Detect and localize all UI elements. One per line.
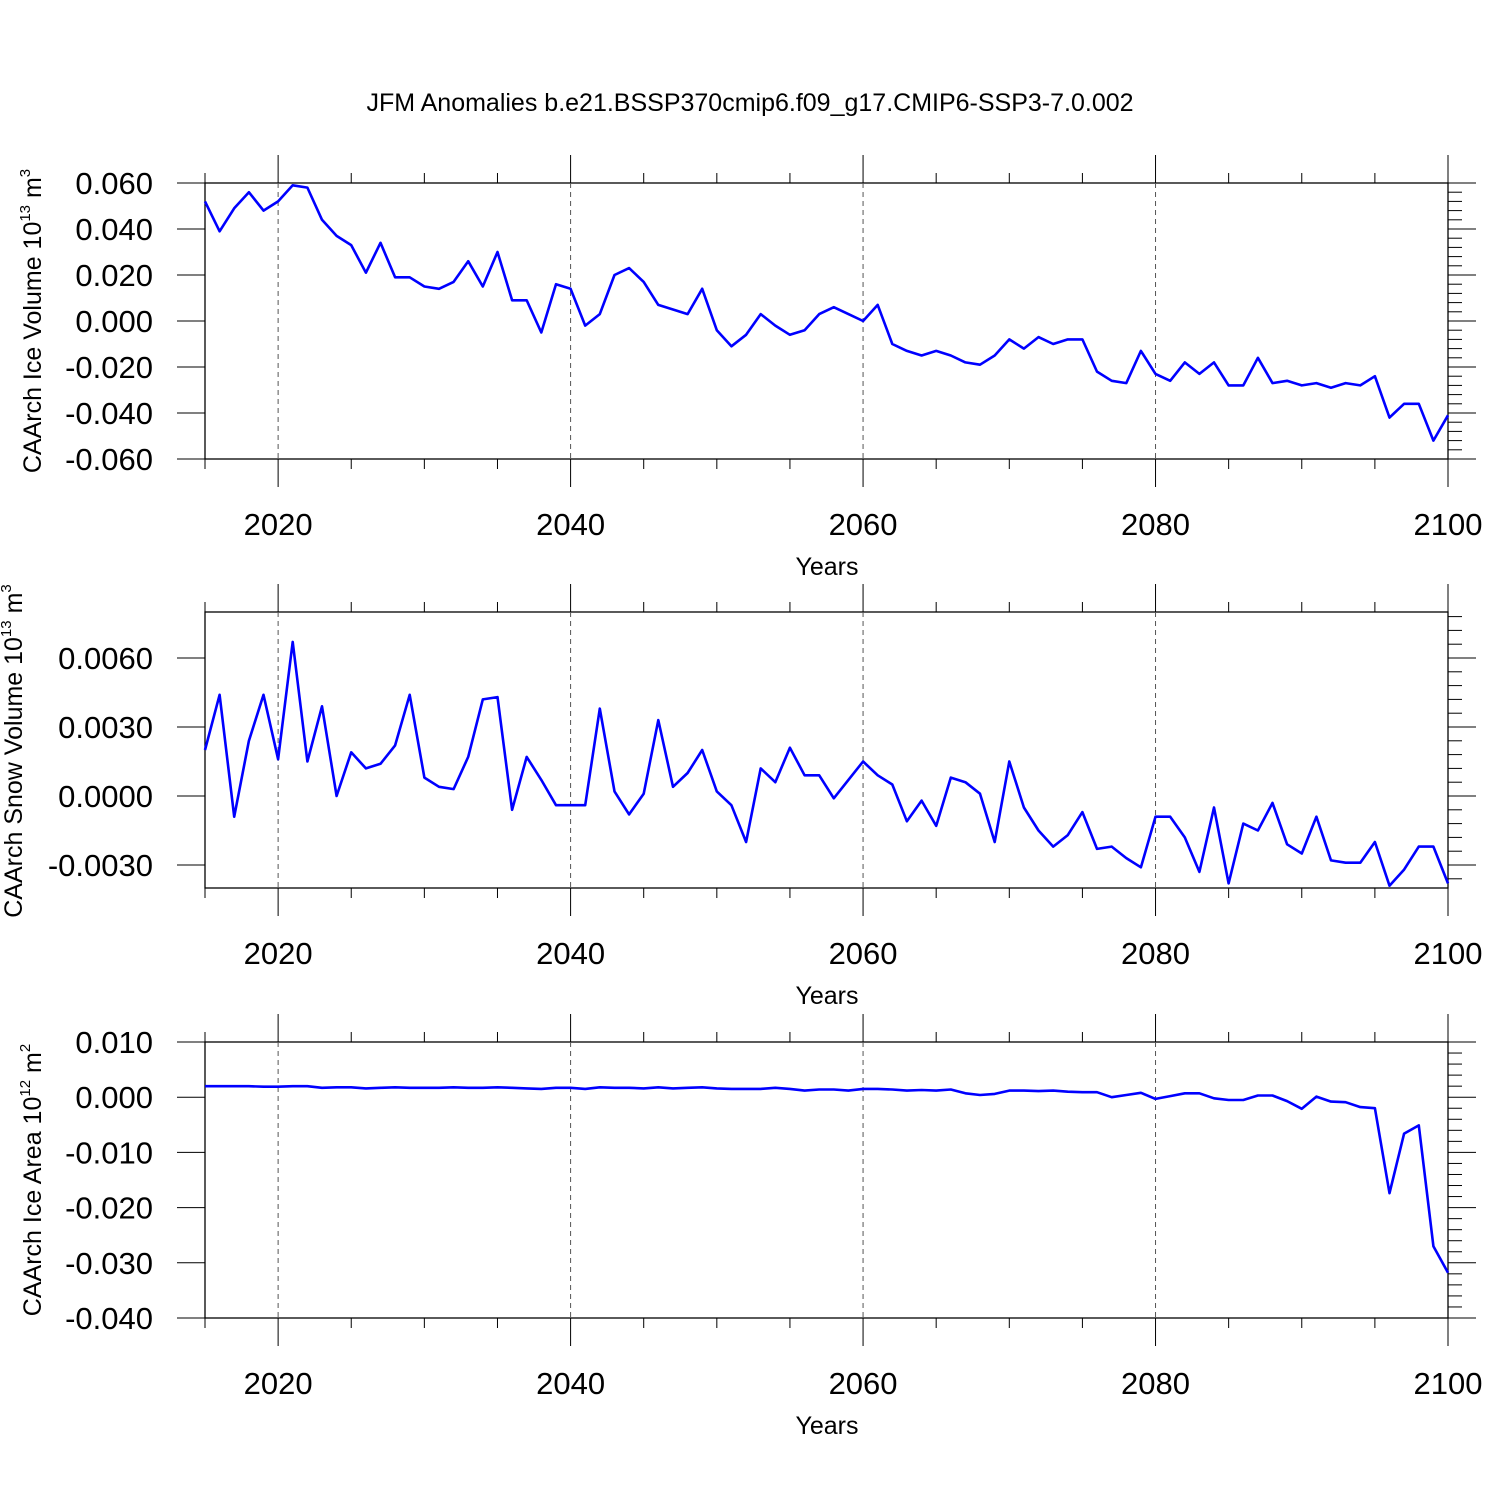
y-axis-label: CAArch Ice Area 1012 m2	[17, 1044, 47, 1316]
x-tick-label: 2040	[536, 936, 605, 971]
x-axis-label: Years	[795, 1412, 858, 1440]
y-tick-labels: 0.010 0.000 -0.010 -0.020 -0.030 -0.040	[65, 1025, 153, 1336]
plot-frame	[204, 182, 1449, 460]
y-tick-label: -0.040	[65, 396, 153, 431]
y-tick-labels: 0.0060 0.0030 0.0000 -0.0030	[48, 641, 153, 883]
ice-volume-series-line	[203, 184, 1450, 442]
y-label-exponent: 13	[17, 205, 34, 222]
figure-title: JFM Anomalies b.e21.BSSP370cmip6.f09_g17…	[366, 89, 1133, 117]
y-tick-label: -0.060	[65, 442, 153, 477]
plot-frame	[204, 1041, 1449, 1319]
x-tick-label: 2020	[244, 507, 313, 542]
x-tick-label: 2020	[244, 936, 313, 971]
y-tick-label: 0.020	[75, 258, 153, 293]
y-axis-label: CAArch Ice Volume 1013 m3	[17, 169, 47, 473]
ice-area-series-line	[205, 1084, 1450, 1274]
y-tick-labels: 0.060 0.040 0.020 0.000 -0.020 -0.040 -0.060	[65, 166, 153, 477]
axis-ticks	[177, 584, 1476, 916]
y-label-unit-exponent: 2	[17, 1044, 34, 1052]
y-label-unit: m	[19, 177, 47, 205]
y-tick-label: 0.0030	[58, 710, 153, 745]
y-tick-label: 0.000	[75, 1080, 153, 1115]
y-tick-label: -0.010	[65, 1135, 153, 1170]
y-label-main: CAArch Ice Volume 10	[19, 222, 47, 474]
x-axis-label: Years	[795, 982, 858, 1010]
x-tick-label: 2060	[829, 507, 898, 542]
y-tick-label: 0.040	[75, 212, 153, 247]
x-tick-label: 2060	[829, 936, 898, 971]
y-tick-label: 0.060	[75, 166, 153, 201]
axis-ticks	[177, 1014, 1476, 1346]
y-tick-label: -0.030	[65, 1246, 153, 1281]
x-tick-label: 2080	[1121, 507, 1190, 542]
y-label-main: CAArch Ice Area 10	[19, 1097, 47, 1317]
y-label-exponent: 12	[17, 1080, 34, 1097]
x-tick-label: 2060	[829, 1366, 898, 1401]
x-tick-labels: 2020 2040 2060 2080 2100	[244, 507, 1483, 542]
y-tick-label: -0.040	[65, 1301, 153, 1336]
x-tick-label: 2100	[1414, 936, 1483, 971]
y-tick-label: -0.020	[65, 350, 153, 385]
y-tick-label: -0.0030	[48, 848, 153, 883]
y-tick-label: 0.0000	[58, 779, 153, 814]
snow-volume-series-line	[203, 640, 1450, 887]
y-label-unit-exponent: 3	[0, 584, 15, 592]
y-tick-label: -0.020	[65, 1191, 153, 1226]
x-tick-label: 2020	[244, 1366, 313, 1401]
y-label-unit: m	[19, 1052, 47, 1080]
x-tick-label: 2080	[1121, 936, 1190, 971]
y-axis-label: CAArch Snow Volume 1013 m3	[0, 584, 28, 918]
axis-ticks	[177, 155, 1476, 487]
y-tick-label: 0.000	[75, 304, 153, 339]
x-tick-label: 2040	[536, 507, 605, 542]
panel-ice-volume: 0.060 0.040 0.020 0.000 -0.020 -0.040 -0.060 2…	[17, 155, 1482, 581]
x-tick-label: 2040	[536, 1366, 605, 1401]
x-tick-label: 2100	[1414, 1366, 1483, 1401]
y-label-unit: m	[0, 593, 28, 621]
y-tick-label: 0.0060	[58, 641, 153, 676]
y-label-main: CAArch Snow Volume 10	[0, 637, 28, 918]
y-label-exponent: 13	[0, 620, 15, 637]
x-axis-label: Years	[795, 553, 858, 581]
x-tick-labels: 2020 2040 2060 2080 2100	[244, 1366, 1483, 1401]
x-tick-labels: 2020 2040 2060 2080 2100	[244, 936, 1483, 971]
y-label-unit-exponent: 3	[17, 169, 34, 177]
y-tick-label: 0.010	[75, 1025, 153, 1060]
x-tick-label: 2100	[1414, 507, 1483, 542]
x-tick-label: 2080	[1121, 1366, 1190, 1401]
